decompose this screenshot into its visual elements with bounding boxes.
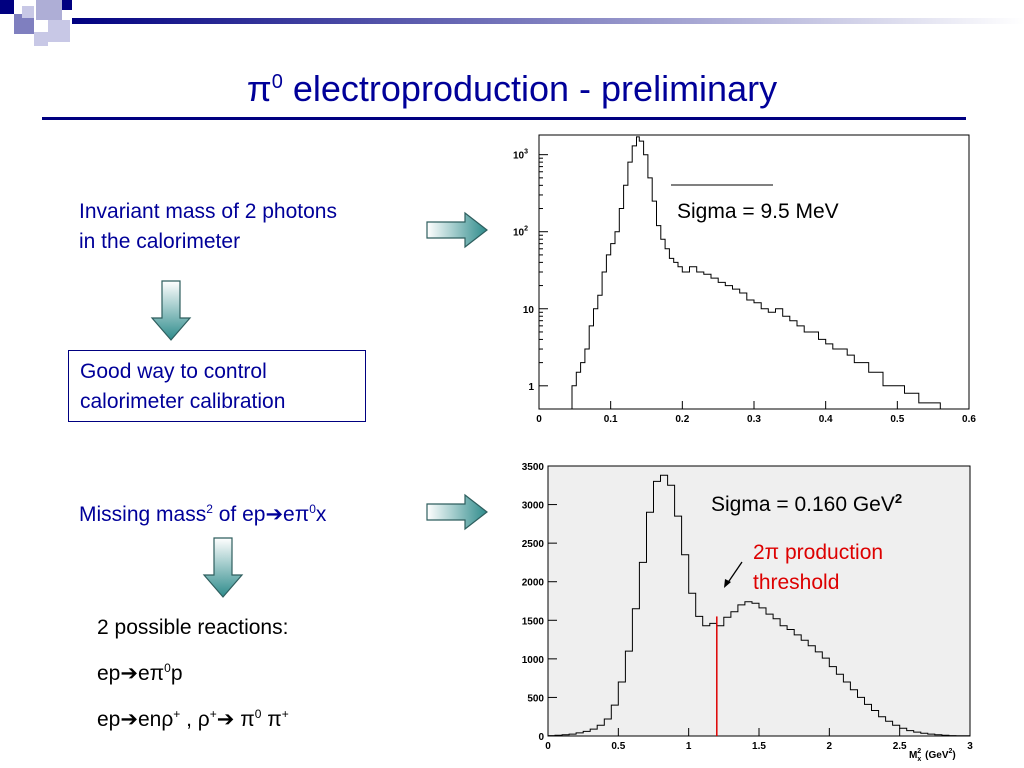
y-tick-label: 0: [538, 732, 544, 743]
arrow-down-icon: [150, 280, 192, 341]
threshold-pointer: [726, 561, 743, 585]
x-tick-label: 2.5: [893, 741, 907, 752]
x-tick-label: 0.6: [962, 414, 976, 425]
chart-missing-mass: 0 0.5 1 1.5 2 2.5 3 0 500 1000 1500 2000 2500 3000 350…: [505, 458, 985, 768]
y-tick-label: 2000: [522, 578, 545, 589]
y-tick-label: 2500: [522, 539, 545, 550]
arrow-down-icon: [202, 537, 244, 598]
y-tick-label: 1: [528, 382, 534, 393]
sigma-label-1: Sigma = 9.5 MeV: [677, 200, 839, 223]
x-tick-label: 1: [686, 741, 692, 752]
histogram-line: [567, 136, 969, 410]
x-tick-label: 2: [827, 741, 833, 752]
title-bar-gradient: [72, 18, 1024, 24]
x-axis-label: Mx2 (GeV2): [909, 748, 956, 763]
histogram-line: [548, 474, 970, 737]
x-tick-label: 0: [536, 414, 542, 425]
text-invariant-mass: Invariant mass of 2 photons in the calor…: [79, 200, 337, 253]
threshold-label-1: 2π production: [753, 541, 883, 564]
x-tick-label: 3: [967, 741, 973, 752]
x-tick-label: 0.4: [819, 414, 833, 425]
reaction-1: ep➔eπ0p: [97, 661, 183, 685]
y-tick-label: 500: [527, 693, 544, 704]
x-tick-label: 0.3: [747, 414, 761, 425]
calibration-box: Good way to control calorimeter calibrat…: [68, 350, 366, 422]
reaction-2: ep➔enρ+ , ρ+➔ π0 π+: [97, 707, 289, 731]
y-tick-label: 3000: [522, 501, 545, 512]
y-tick-label: 3500: [522, 462, 545, 473]
x-tick-label: 0.2: [675, 414, 689, 425]
reactions-list: 2 possible reactions: ep➔eπ0p ep➔enρ+ , …: [97, 608, 289, 740]
y-tick-label: 1000: [522, 655, 545, 666]
threshold-label-2: threshold: [753, 571, 839, 594]
corner-decoration: [0, 0, 240, 60]
title-rule: [42, 117, 966, 120]
x-tick-label: 0.5: [890, 414, 904, 425]
y-tick-label: 10: [523, 305, 535, 316]
arrow-right-icon: [426, 493, 488, 531]
reactions-title: 2 possible reactions:: [97, 616, 289, 639]
arrow-right-icon: [426, 211, 488, 249]
x-tick-label: 0: [545, 741, 551, 752]
x-tick-label: 0.1: [604, 414, 618, 425]
x-tick-label: 0.5: [611, 741, 625, 752]
sigma-label-2: Sigma = 0.160 GeV2: [711, 491, 902, 516]
y-tick-label: 1500: [522, 616, 545, 627]
slide-title: π0 electroproduction - preliminary: [246, 68, 778, 109]
x-tick-label: 1.5: [752, 741, 766, 752]
text-missing-mass: Missing mass2 of ep➔eπ0x: [79, 502, 327, 526]
